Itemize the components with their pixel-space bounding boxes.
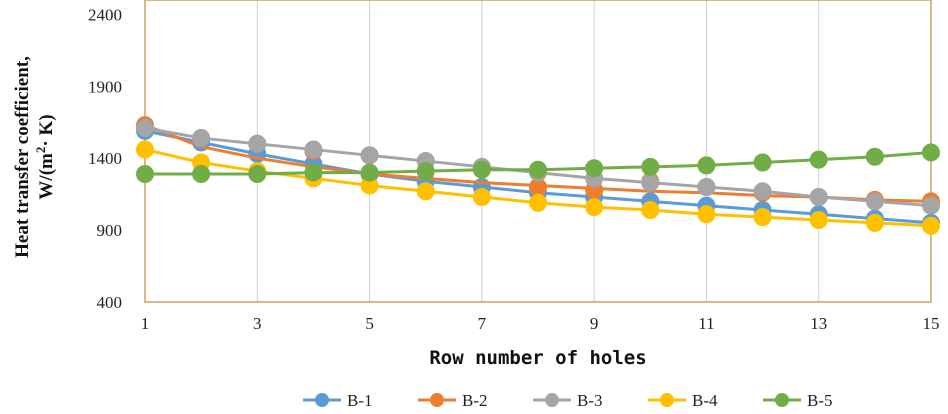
data-point-b-5 <box>585 159 604 178</box>
y-axis-label: Heat transfer coefficient, W/(m2· K) <box>12 56 57 258</box>
data-point-b-4 <box>809 211 828 230</box>
x-tick-label: 3 <box>253 314 262 333</box>
legend-item-b-2: B-2 <box>418 391 488 410</box>
legend-label-b-3: B-3 <box>577 391 603 410</box>
legend-label-b-1: B-1 <box>347 391 373 410</box>
data-point-b-4 <box>585 198 604 217</box>
data-point-b-4 <box>922 216 940 235</box>
x-tick-label: 15 <box>923 314 940 333</box>
y-axis-unit-suffix: · K) <box>36 114 57 146</box>
data-point-b-3 <box>641 173 660 192</box>
data-point-b-5 <box>809 150 828 169</box>
data-point-b-4 <box>472 188 491 207</box>
x-tick-label: 11 <box>698 314 714 333</box>
data-point-b-3 <box>360 146 379 165</box>
legend-marker-b-5 <box>775 393 789 407</box>
data-point-b-5 <box>248 165 267 184</box>
series-layer <box>136 116 940 235</box>
legend-label-b-4: B-4 <box>692 391 718 410</box>
legend-marker-b-2 <box>430 393 444 407</box>
data-point-b-3 <box>865 192 884 211</box>
y-tick-label: 1400 <box>88 149 122 168</box>
data-point-b-5 <box>753 153 772 172</box>
data-point-b-3 <box>697 177 716 196</box>
data-point-b-5 <box>922 143 940 162</box>
data-point-b-3 <box>304 140 323 159</box>
legend-label-b-2: B-2 <box>462 391 488 410</box>
data-point-b-3 <box>753 182 772 201</box>
data-point-b-3 <box>136 118 154 137</box>
y-axis-unit-prefix: W/(m <box>36 153 57 200</box>
data-point-b-5 <box>697 156 716 175</box>
data-point-b-4 <box>753 208 772 227</box>
x-tick-label: 9 <box>590 314 599 333</box>
data-point-b-3 <box>192 129 211 148</box>
x-tick-label: 13 <box>810 314 827 333</box>
y-axis-unit-sup: 2 <box>33 147 48 154</box>
y-axis-label-line1: Heat transfer coefficient, <box>12 56 33 258</box>
data-point-b-5 <box>529 160 547 179</box>
y-tick-labels: 400 900 1400 1900 2400 <box>88 5 122 312</box>
legend-marker-b-1 <box>315 393 329 407</box>
legend-item-b-1: B-1 <box>303 391 373 410</box>
y-tick-label: 2400 <box>88 5 122 24</box>
data-point-b-4 <box>416 182 435 201</box>
x-axis-label: Row number of holes <box>429 347 646 369</box>
x-tick-label: 5 <box>365 314 374 333</box>
data-point-b-4 <box>865 213 884 232</box>
data-point-b-5 <box>304 163 323 182</box>
legend-item-b-5: B-5 <box>763 391 833 410</box>
data-point-b-4 <box>641 200 660 219</box>
x-tick-label: 1 <box>141 314 150 333</box>
data-point-b-5 <box>416 162 435 181</box>
legend-item-b-4: B-4 <box>648 391 718 410</box>
data-point-b-3 <box>248 134 267 153</box>
data-point-b-5 <box>865 147 884 166</box>
x-tick-labels: 1 3 5 7 9 11 13 15 <box>141 314 940 333</box>
legend-marker-b-3 <box>545 393 559 407</box>
x-tick-label: 7 <box>478 314 487 333</box>
y-tick-label: 400 <box>97 293 123 312</box>
legend-label-b-5: B-5 <box>807 391 833 410</box>
data-point-b-4 <box>529 193 547 212</box>
y-tick-label: 900 <box>97 221 123 240</box>
legend-item-b-3: B-3 <box>533 391 603 410</box>
data-point-b-5 <box>192 165 211 184</box>
data-point-b-5 <box>136 165 154 184</box>
series-b-5 <box>136 143 940 184</box>
data-point-b-4 <box>136 140 154 159</box>
legend: B-1 B-2 B-3 B-4 B-5 <box>303 391 833 410</box>
legend-marker-b-4 <box>660 393 674 407</box>
data-point-b-5 <box>360 163 379 182</box>
data-point-b-3 <box>809 188 828 207</box>
data-point-b-4 <box>697 205 716 224</box>
y-axis-label-line2: W/(m2· K) <box>33 114 58 199</box>
data-point-b-5 <box>472 160 491 179</box>
data-point-b-5 <box>641 157 660 176</box>
data-point-b-3 <box>922 196 940 215</box>
y-tick-label: 1900 <box>88 77 122 96</box>
